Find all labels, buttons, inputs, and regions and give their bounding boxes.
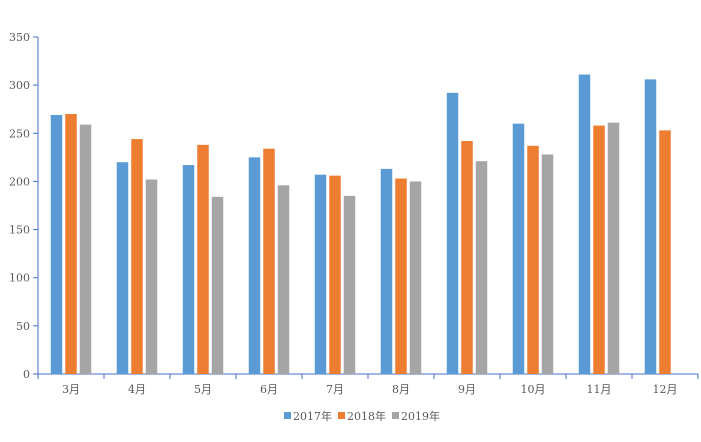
bar-2017年-6月: [248, 157, 261, 374]
bar-2017年-4月: [116, 162, 129, 374]
bar-2019年-9月: [475, 161, 488, 374]
bar-2019年-6月: [277, 185, 290, 374]
bar-2017年-8月: [380, 168, 393, 374]
legend-swatch: [392, 412, 399, 419]
bar-2017年-7月: [314, 174, 327, 374]
y-tick-label: 300: [9, 79, 30, 92]
y-axis: 0 50 100 150 200 250 300 350: [9, 31, 39, 381]
bar-2019年-8月: [409, 181, 422, 374]
y-tick-label: 100: [9, 272, 30, 285]
bar-2017年-5月: [182, 165, 195, 374]
legend-swatch: [338, 412, 345, 419]
y-tick-label: 150: [9, 224, 30, 237]
x-tick-label: 9月: [458, 383, 476, 396]
bar-2018年-11月: [593, 125, 605, 374]
legend: 2017年 2018年 2019年: [284, 409, 440, 423]
bar-2018年-8月: [395, 178, 407, 374]
x-tick-label: 6月: [260, 383, 278, 396]
bar-2017年-12月: [644, 79, 657, 374]
bars: [50, 74, 671, 375]
bar-2018年-5月: [197, 144, 209, 374]
bar-2018年-10月: [527, 145, 539, 374]
x-tick-label: 11月: [587, 383, 612, 396]
x-tick-label: 12月: [653, 383, 678, 396]
legend-label: 2019年: [401, 409, 440, 423]
bar-2018年-4月: [131, 139, 143, 374]
bar-2018年-6月: [263, 148, 275, 374]
y-tick-label: 50: [16, 320, 30, 333]
bar-2019年-7月: [343, 195, 356, 374]
legend-label: 2017年: [293, 409, 332, 423]
bar-2018年-9月: [461, 140, 473, 374]
x-tick-label: 3月: [62, 383, 80, 396]
x-tick-label: 7月: [326, 383, 344, 396]
legend-swatch: [284, 412, 291, 419]
y-tick-label: 0: [23, 368, 30, 381]
x-tick-label: 8月: [392, 383, 410, 396]
bar-2019年-5月: [211, 196, 224, 374]
bar-2017年-9月: [446, 92, 459, 375]
legend-label: 2018年: [347, 409, 386, 423]
y-tick-label: 200: [9, 175, 30, 188]
bar-2018年-3月: [65, 114, 77, 375]
bar-2019年-4月: [145, 179, 158, 374]
bar-2018年-12月: [659, 130, 671, 374]
bar-2019年-10月: [541, 154, 554, 374]
bar-2017年-10月: [512, 123, 525, 375]
x-axis: 3月 4月 5月 6月 7月 8月 9月 10月 11月 12月: [37, 373, 699, 396]
bar-2018年-7月: [329, 175, 341, 374]
x-tick-label: 5月: [194, 383, 212, 396]
bar-2017年-11月: [578, 74, 591, 375]
x-tick-label: 4月: [128, 383, 146, 396]
x-tick-label: 10月: [521, 383, 546, 396]
bar-2019年-3月: [79, 124, 92, 375]
y-tick-label: 350: [9, 31, 30, 44]
bar-2017年-3月: [50, 114, 63, 375]
y-tick-label: 250: [9, 127, 30, 140]
bar-2019年-11月: [607, 122, 620, 375]
